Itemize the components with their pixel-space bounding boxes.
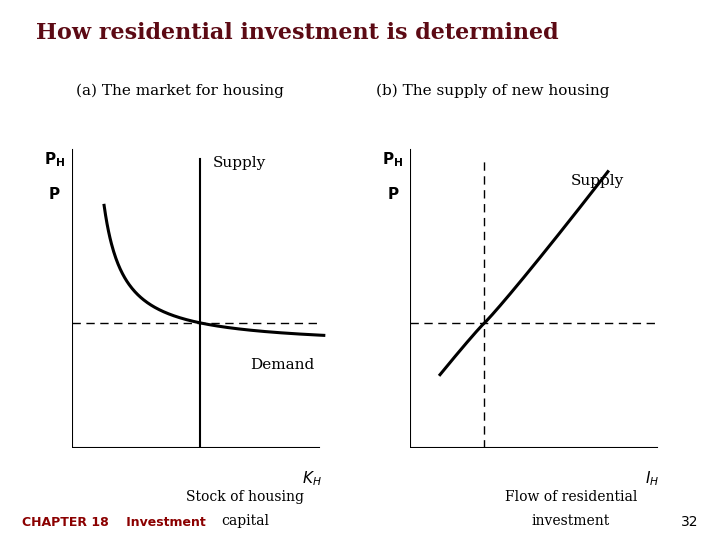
Text: $I_H$: $I_H$ (645, 469, 660, 488)
Text: Stock of housing: Stock of housing (186, 490, 304, 504)
Text: $\mathbf{P}$: $\mathbf{P}$ (387, 186, 400, 202)
Text: $\mathbf{P_H}$: $\mathbf{P_H}$ (382, 150, 404, 168)
Text: $K_H$: $K_H$ (302, 469, 321, 488)
Text: Supply: Supply (212, 156, 266, 170)
Text: capital: capital (221, 514, 269, 528)
Text: How residential investment is determined: How residential investment is determined (36, 22, 559, 44)
Text: Flow of residential: Flow of residential (505, 490, 637, 504)
Text: $\mathbf{P_H}$: $\mathbf{P_H}$ (44, 150, 66, 168)
Text: Supply: Supply (571, 174, 624, 188)
Text: $\mathbf{P}$: $\mathbf{P}$ (48, 186, 61, 202)
Text: 32: 32 (681, 515, 698, 529)
Text: Demand: Demand (250, 357, 314, 372)
Text: CHAPTER 18    Investment: CHAPTER 18 Investment (22, 516, 205, 529)
Text: (a) The market for housing: (a) The market for housing (76, 84, 284, 98)
Text: (b) The supply of new housing: (b) The supply of new housing (377, 84, 610, 98)
Text: investment: investment (532, 514, 610, 528)
